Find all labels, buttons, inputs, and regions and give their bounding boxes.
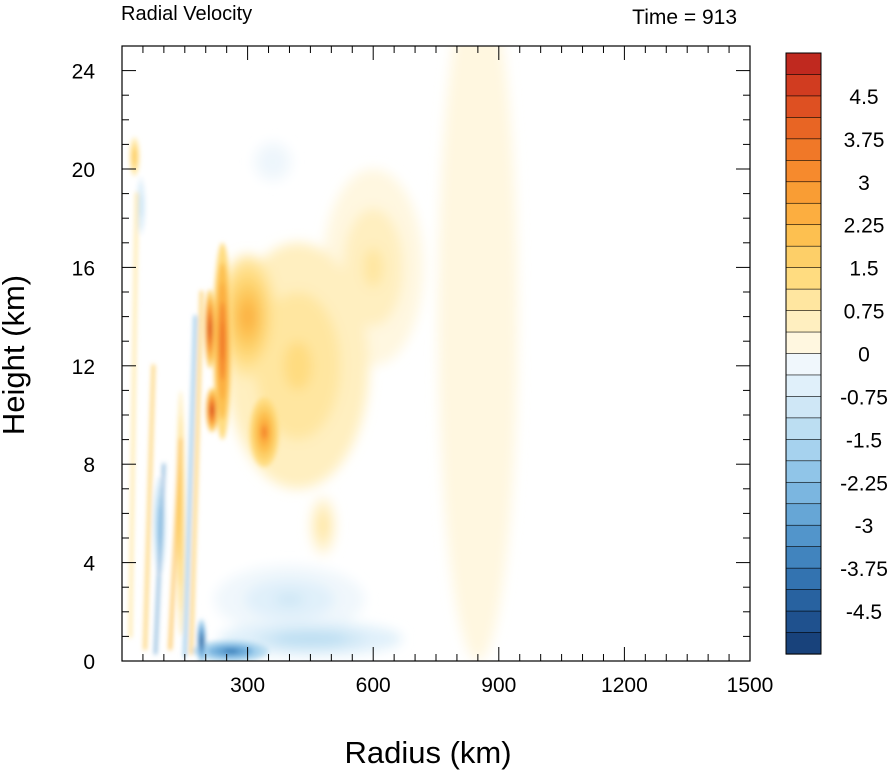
velocity-field	[128, 46, 518, 661]
y-tick-label: 0	[83, 651, 95, 674]
colorbar-segment	[785, 202, 822, 226]
colorbar-label: 2.25	[844, 215, 885, 238]
colorbar-segment	[785, 331, 822, 355]
colorbar-segment	[785, 288, 822, 312]
colorbar-segment	[785, 160, 822, 183]
field-streak-0	[183, 315, 197, 658]
y-tick-label: 4	[83, 553, 95, 576]
plot-area: 300 600 900 1200 1500 0 4 8 12 16 20 24	[72, 45, 774, 697]
colorbar-segment	[785, 245, 822, 269]
colorbar: 4.5 3.75 3 2.25 1.5 0.75 0 -0.75 -1.5 -2.25 -3 -3.7…	[785, 52, 888, 655]
field-soft-layer	[214, 46, 518, 661]
field-blob-inflow-upper-inner	[139, 199, 142, 212]
colorbar-label: -2.25	[840, 472, 888, 495]
x-tick-label: 900	[481, 674, 516, 697]
colorbar-frame	[785, 52, 822, 655]
colorbar-segment	[785, 524, 822, 548]
field-streak-4	[143, 364, 155, 651]
colorbar-segment	[785, 117, 822, 140]
colorbar-segment	[785, 52, 822, 76]
field-blob-outflow-core	[208, 321, 211, 337]
colorbar-segment	[785, 503, 822, 526]
colorbar-segment	[785, 610, 822, 634]
colorbar-segment	[785, 95, 822, 118]
field-blob-outflow-spread	[283, 341, 313, 391]
chart-title: Radial Velocity	[121, 3, 252, 25]
colorbar-label: 1.5	[849, 258, 878, 281]
y-axis-label: Height (km)	[0, 275, 31, 435]
x-tick-label: 1500	[727, 674, 774, 697]
field-blob-outflow-core-lower	[210, 405, 214, 415]
colorbar-label: -0.75	[840, 386, 888, 409]
field-blob-outflow-far-upper	[363, 247, 384, 288]
colorbar-segment	[785, 632, 822, 655]
colorbar-segment	[785, 374, 822, 398]
field-blob-inflow-near	[200, 636, 203, 646]
colorbar-segment	[785, 546, 822, 569]
colorbar-segment	[785, 439, 822, 462]
colorbar-segment	[785, 481, 822, 505]
colorbar-segment	[785, 138, 822, 161]
colorbar-segment	[785, 310, 822, 333]
field-blob-outflow-far	[469, 247, 486, 386]
axis-ticks: 300 600 900 1200 1500 0 4 8 12 16 20 24	[72, 46, 774, 697]
colorbar-segment	[785, 224, 822, 247]
x-axis-label: Radius (km)	[344, 735, 511, 770]
field-blob-outflow-upper	[241, 304, 254, 329]
y-tick-label: 16	[72, 257, 95, 280]
colorbar-segment	[785, 353, 822, 376]
x-tick-label: 300	[230, 674, 265, 697]
field-streak-1	[189, 290, 204, 656]
field-blob-inflow-shallow	[291, 635, 329, 643]
colorbar-label: -3.75	[840, 558, 888, 581]
field-blob-inflow-boundary-layer	[223, 648, 239, 654]
colorbar-label: -3	[855, 515, 874, 538]
colorbar-label: 0.75	[844, 301, 885, 324]
colorbar-label: -1.5	[846, 429, 882, 452]
colorbar-label: 4.5	[849, 86, 878, 109]
field-blob-inflow-upper	[268, 157, 277, 166]
x-tick-label: 600	[356, 674, 391, 697]
y-tick-label: 8	[83, 454, 95, 477]
colorbar-segment	[785, 460, 822, 483]
y-tick-label: 20	[72, 159, 95, 182]
field-blob-outflow-eyewall-low	[179, 488, 182, 538]
field-blob-inflow-mid-level	[274, 592, 305, 607]
y-tick-label: 24	[72, 61, 96, 84]
colorbar-segment	[785, 567, 822, 591]
field-streak-2	[168, 438, 183, 651]
colorbar-segment	[785, 589, 822, 612]
colorbar-label: 0	[858, 344, 870, 367]
field-blob-outflow-top-inner	[133, 152, 136, 161]
colorbar-label: 3.75	[844, 129, 885, 152]
field-blob-outflow-lower-lobe	[320, 519, 326, 532]
colorbar-segment	[785, 267, 822, 290]
colorbar-label: -4.5	[846, 601, 882, 624]
x-tick-label: 1200	[601, 674, 648, 697]
chart-time-label: Time = 913	[632, 6, 737, 29]
field-sharp-layer	[128, 137, 279, 661]
colorbar-segment	[785, 181, 822, 204]
colorbar-segment	[785, 74, 822, 97]
y-tick-label: 12	[72, 356, 95, 379]
colorbar-segment	[785, 417, 822, 440]
field-streak-3	[154, 463, 165, 655]
colorbar-segment	[785, 396, 822, 419]
colorbar-label: 3	[858, 172, 870, 195]
field-blob-outflow-lobe	[261, 425, 268, 440]
field-blob-outflow-mid	[220, 321, 225, 361]
